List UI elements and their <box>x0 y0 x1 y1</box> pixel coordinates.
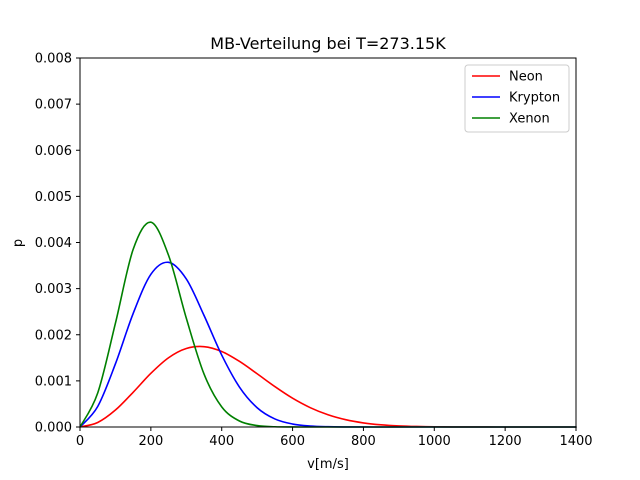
x-tick-label: 800 <box>351 434 376 449</box>
y-tick-label: 0.007 <box>35 98 72 113</box>
legend-label-krypton: Krypton <box>509 91 560 106</box>
y-axis-label: p <box>11 239 26 247</box>
chart-title: MB-Verteilung bei T=273.15K <box>210 34 446 53</box>
y-tick-label: 0.002 <box>35 328 72 343</box>
x-tick-label: 200 <box>138 434 163 449</box>
x-axis-label: v[m/s] <box>307 457 349 472</box>
legend-label-neon: Neon <box>509 70 543 85</box>
x-axis: 0 200 400 600 800 1000 1200 1400 <box>76 427 593 449</box>
x-tick-label: 1200 <box>489 434 522 449</box>
y-axis: 0.000 0.001 0.002 0.003 0.004 0.005 0.006 0.007… <box>35 52 80 436</box>
y-tick-label: 0.006 <box>35 144 72 159</box>
legend: Neon Krypton Xenon <box>464 64 570 133</box>
x-tick-label: 1400 <box>559 434 592 449</box>
x-tick-label: 1000 <box>418 434 451 449</box>
y-tick-label: 0.004 <box>35 236 72 251</box>
y-tick-label: 0.008 <box>35 52 72 67</box>
x-tick-label: 400 <box>209 434 234 449</box>
y-tick-label: 0.000 <box>35 421 72 436</box>
x-tick-label: 0 <box>76 434 84 449</box>
legend-entries: Neon Krypton Xenon <box>472 70 560 127</box>
legend-label-xenon: Xenon <box>509 112 550 127</box>
y-tick-label: 0.005 <box>35 190 72 205</box>
legend-box <box>464 64 570 133</box>
y-tick-label: 0.001 <box>35 374 72 389</box>
x-tick-label: 600 <box>280 434 305 449</box>
y-tick-label: 0.003 <box>35 282 72 297</box>
